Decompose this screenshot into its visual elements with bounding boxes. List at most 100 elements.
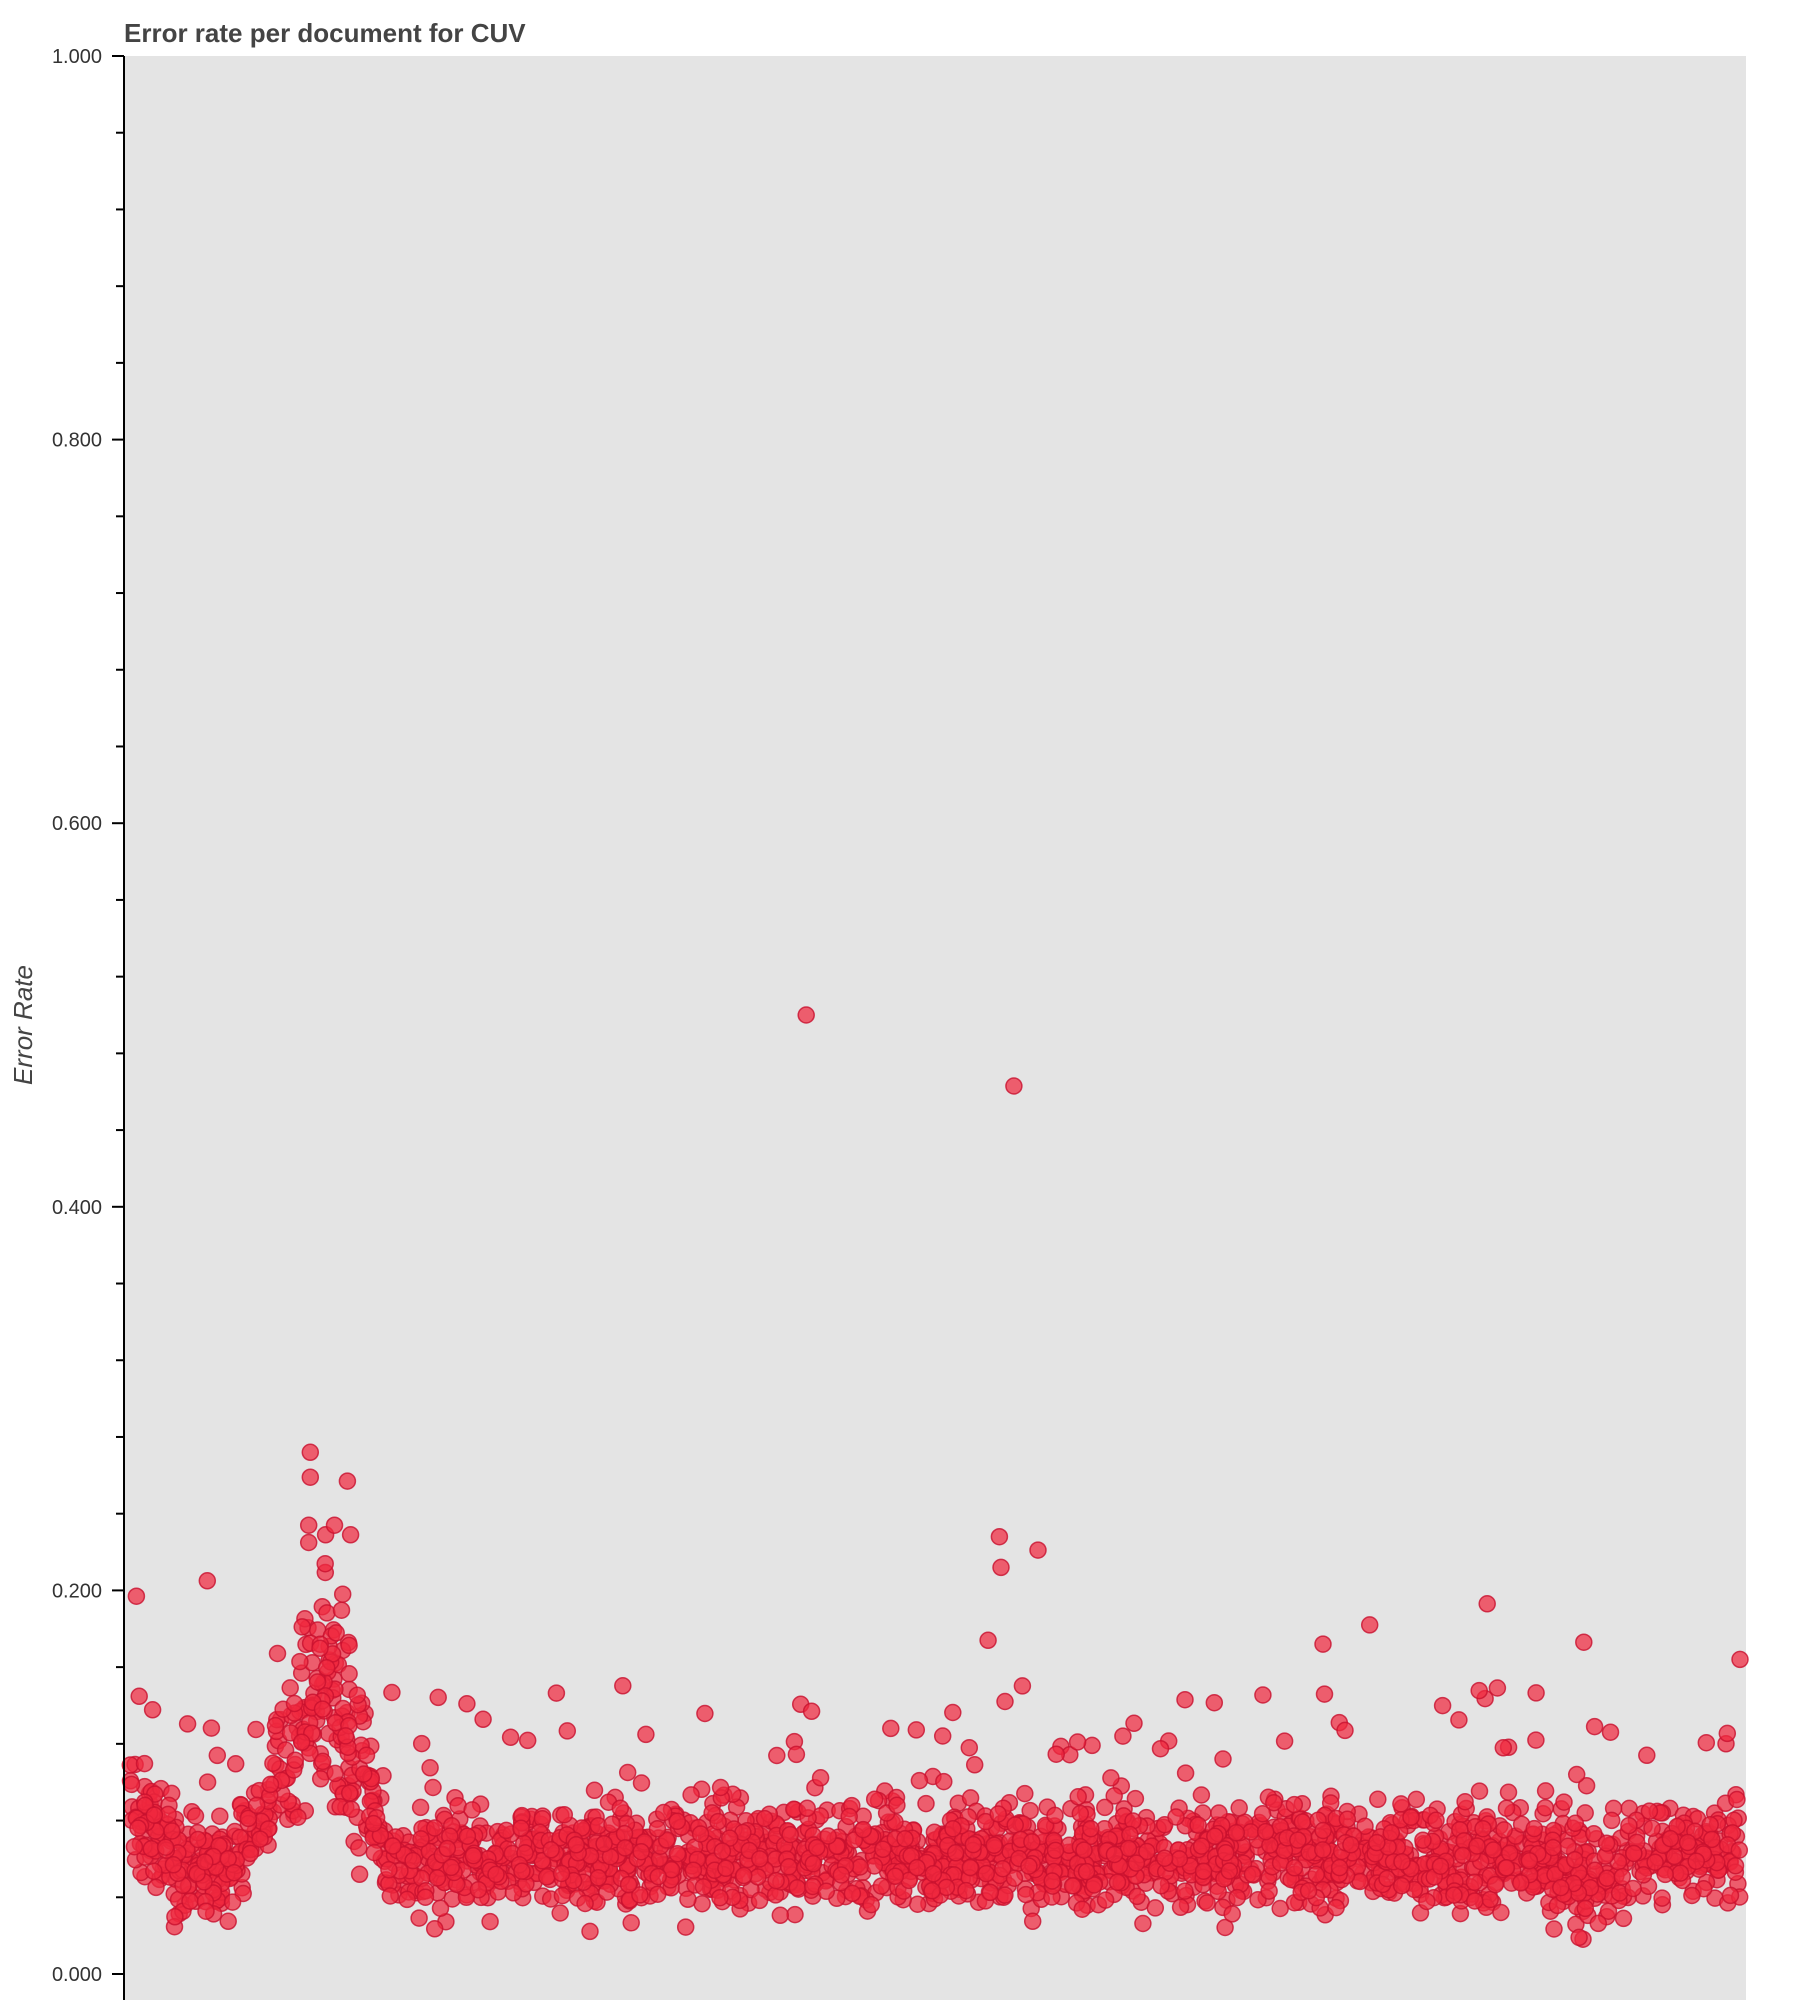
data-point [1726,1856,1745,1875]
data-point [431,1899,450,1917]
data-point [538,1868,556,1886]
data-point [311,1770,330,1788]
y-tick-label: 0.200 [52,1580,102,1602]
data-point [1567,1765,1586,1784]
data-point [1454,1846,1472,1865]
data-point [1314,1635,1332,1653]
data-point [1314,1821,1332,1840]
data-point [882,1719,900,1738]
data-point [226,1755,245,1773]
data-point [365,1843,384,1862]
data-point [1427,1811,1445,1830]
data-point [1392,1876,1411,1895]
data-point [1525,1819,1544,1838]
data-point [1342,1836,1360,1854]
data-point [412,1830,430,1848]
data-point [1392,1795,1410,1813]
data-point [1536,1782,1555,1800]
data-point [163,1822,181,1840]
data-point [1730,1841,1749,1859]
data-point [425,1819,444,1837]
data-point [1315,1685,1334,1703]
data-point [364,1814,383,1833]
data-point [994,1859,1012,1878]
data-point [1634,1866,1653,1884]
data-point [1656,1865,1674,1884]
data-point [788,1878,807,1897]
data-point [1613,1868,1632,1886]
data-point [807,1838,826,1857]
data-point [458,1695,476,1713]
data-point [239,1809,258,1828]
data-point [1474,1819,1492,1838]
data-point [802,1702,821,1721]
data-point [469,1881,488,1899]
y-tick-label: 1.000 [52,46,102,68]
data-point [1576,1899,1595,1918]
chart-title: Error rate per document for CUV [124,18,526,48]
data-point [964,1835,983,1854]
data-point [1254,1686,1272,1704]
data-point [223,1893,242,1911]
data-point [649,1867,667,1886]
data-point [1005,1869,1024,1887]
data-point [843,1884,862,1903]
data-point [1445,1886,1463,1904]
data-point [1307,1865,1325,1884]
data-point [1646,1853,1664,1872]
data-point [1198,1894,1216,1912]
data-point [1314,1841,1332,1859]
data-point [1073,1900,1091,1918]
data-point [198,1572,217,1590]
data-point [581,1922,599,1941]
data-point [340,1784,359,1802]
data-point [1497,1858,1516,1877]
data-point [196,1853,214,1871]
data-point [1552,1878,1570,1897]
data-point [989,1805,1007,1823]
data-point [197,1902,215,1920]
data-point [767,1871,785,1890]
data-point [1393,1852,1411,1871]
data-point [1241,1823,1260,1841]
data-point [1433,1696,1452,1715]
data-point [996,1692,1014,1711]
data-point [957,1881,975,1900]
data-point [1624,1879,1642,1898]
data-point [990,1527,1009,1546]
data-point [886,1867,905,1885]
data-point [125,1837,144,1856]
data-point [691,1825,710,1843]
data-point [410,1909,428,1927]
data-point [1481,1890,1499,1909]
data-point [1063,1877,1082,1895]
data-point [1731,1650,1749,1669]
data-point [1330,1858,1349,1877]
data-point [1465,1873,1484,1892]
data-point [933,1727,952,1745]
data-point [350,1839,368,1857]
data-point [463,1801,481,1819]
data-point [1128,1887,1146,1906]
data-point [603,1815,621,1834]
data-point [1243,1865,1262,1884]
data-point [1126,1789,1145,1808]
data-point [474,1710,492,1729]
data-point [1075,1841,1093,1859]
data-point [130,1687,148,1706]
data-point [865,1857,884,1875]
data-point [1020,1857,1038,1875]
data-point [589,1869,608,1887]
data-point [1360,1616,1379,1634]
data-point [1643,1819,1661,1837]
data-point [637,1725,655,1744]
data-point [464,1846,483,1865]
data-point [1170,1850,1189,1868]
data-point [542,1841,560,1859]
data-point [553,1886,572,1905]
data-point [1205,1693,1224,1712]
data-point [1217,1843,1235,1862]
data-point [501,1728,520,1747]
data-point [1466,1892,1484,1910]
data-point [1167,1808,1185,1826]
